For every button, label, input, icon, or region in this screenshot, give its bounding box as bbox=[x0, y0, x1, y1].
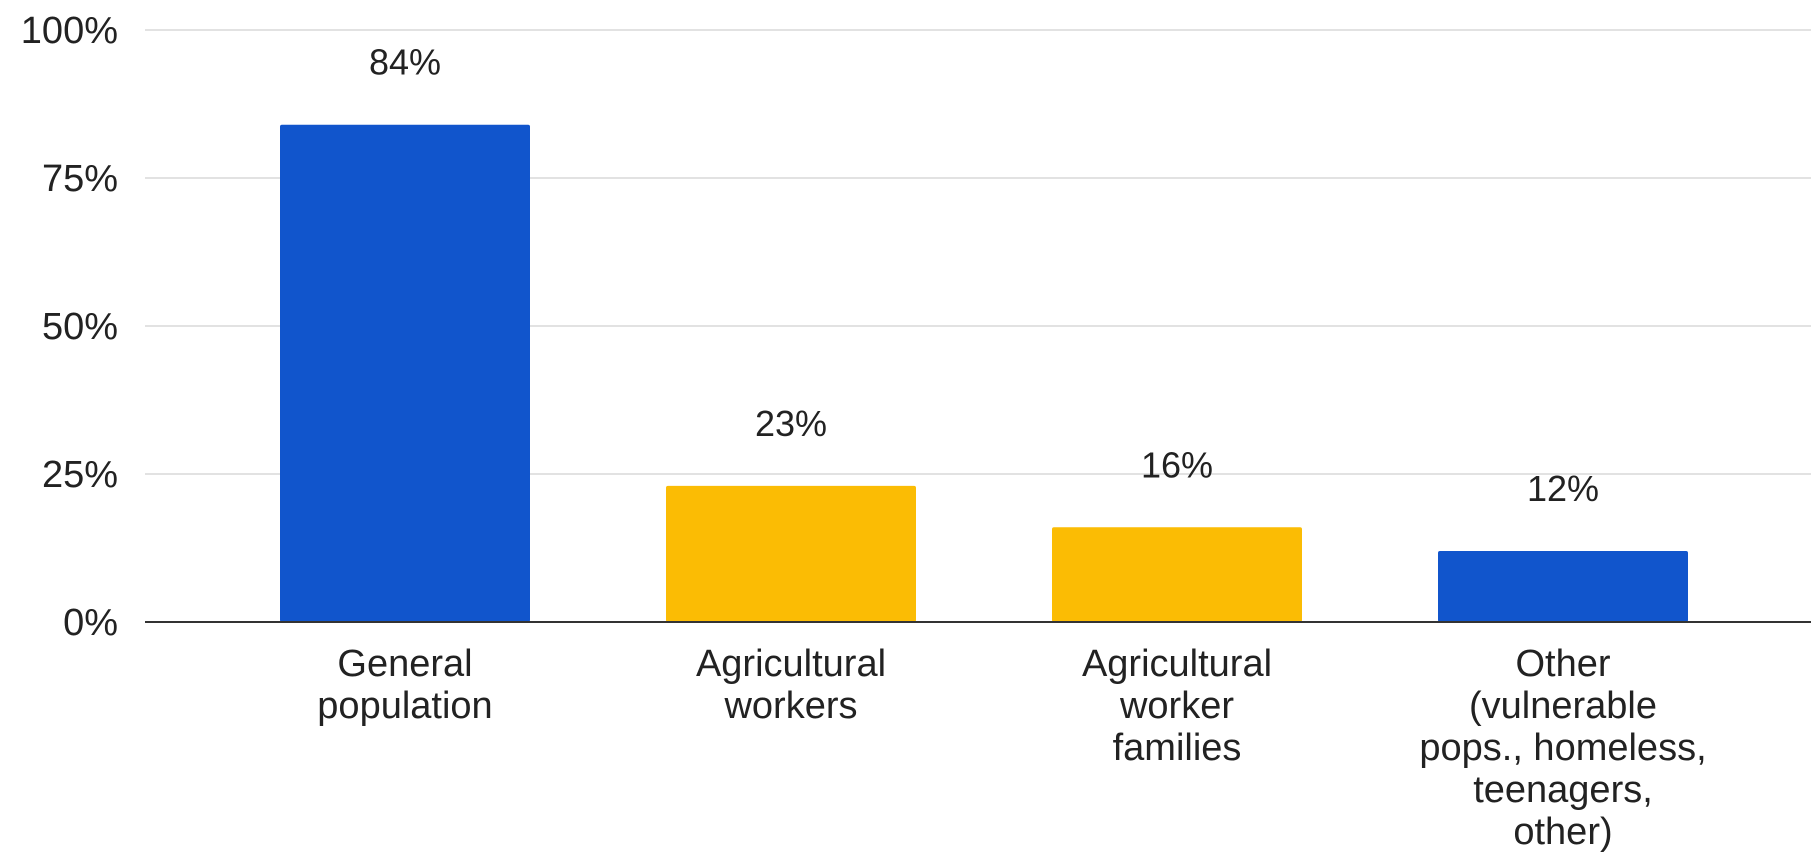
x-category-label-line: teenagers, bbox=[1473, 769, 1653, 811]
x-category-label-line: Agricultural bbox=[1082, 643, 1272, 685]
x-category-label: Agricultural workers bbox=[696, 643, 886, 727]
y-tick-label: 25% bbox=[42, 454, 118, 496]
y-tick-label: 75% bbox=[42, 158, 118, 200]
x-category-label-line: Other bbox=[1515, 643, 1610, 685]
x-category-label-line: workers bbox=[723, 685, 857, 727]
x-category-label-line: (vulnerable bbox=[1469, 685, 1657, 727]
y-tick-label: 100% bbox=[21, 10, 118, 52]
x-category-label: Other (vulnerable pops., homeless, teenager… bbox=[1419, 643, 1706, 852]
x-category-label-line: pops., homeless, bbox=[1419, 727, 1706, 769]
x-category-label-line: Agricultural bbox=[696, 643, 886, 685]
x-category-label-line: population bbox=[317, 685, 492, 727]
x-category-label: General population bbox=[317, 643, 492, 727]
data-label: 16% bbox=[1141, 444, 1213, 485]
bar bbox=[280, 124, 530, 622]
bar bbox=[1052, 527, 1302, 622]
bar bbox=[666, 485, 916, 622]
x-category-label: Agricultural worker families bbox=[1082, 643, 1272, 769]
x-category-label-line: General bbox=[337, 643, 472, 685]
y-tick-label: 0% bbox=[63, 602, 118, 644]
data-label: 23% bbox=[755, 403, 827, 444]
data-label: 84% bbox=[369, 42, 441, 83]
x-category-label-line: other) bbox=[1513, 811, 1612, 852]
x-category-label-line: worker bbox=[1119, 685, 1234, 727]
x-category-label-line: families bbox=[1113, 727, 1242, 769]
data-label: 12% bbox=[1527, 468, 1599, 509]
bar bbox=[1438, 550, 1688, 622]
y-tick-label: 50% bbox=[42, 306, 118, 348]
